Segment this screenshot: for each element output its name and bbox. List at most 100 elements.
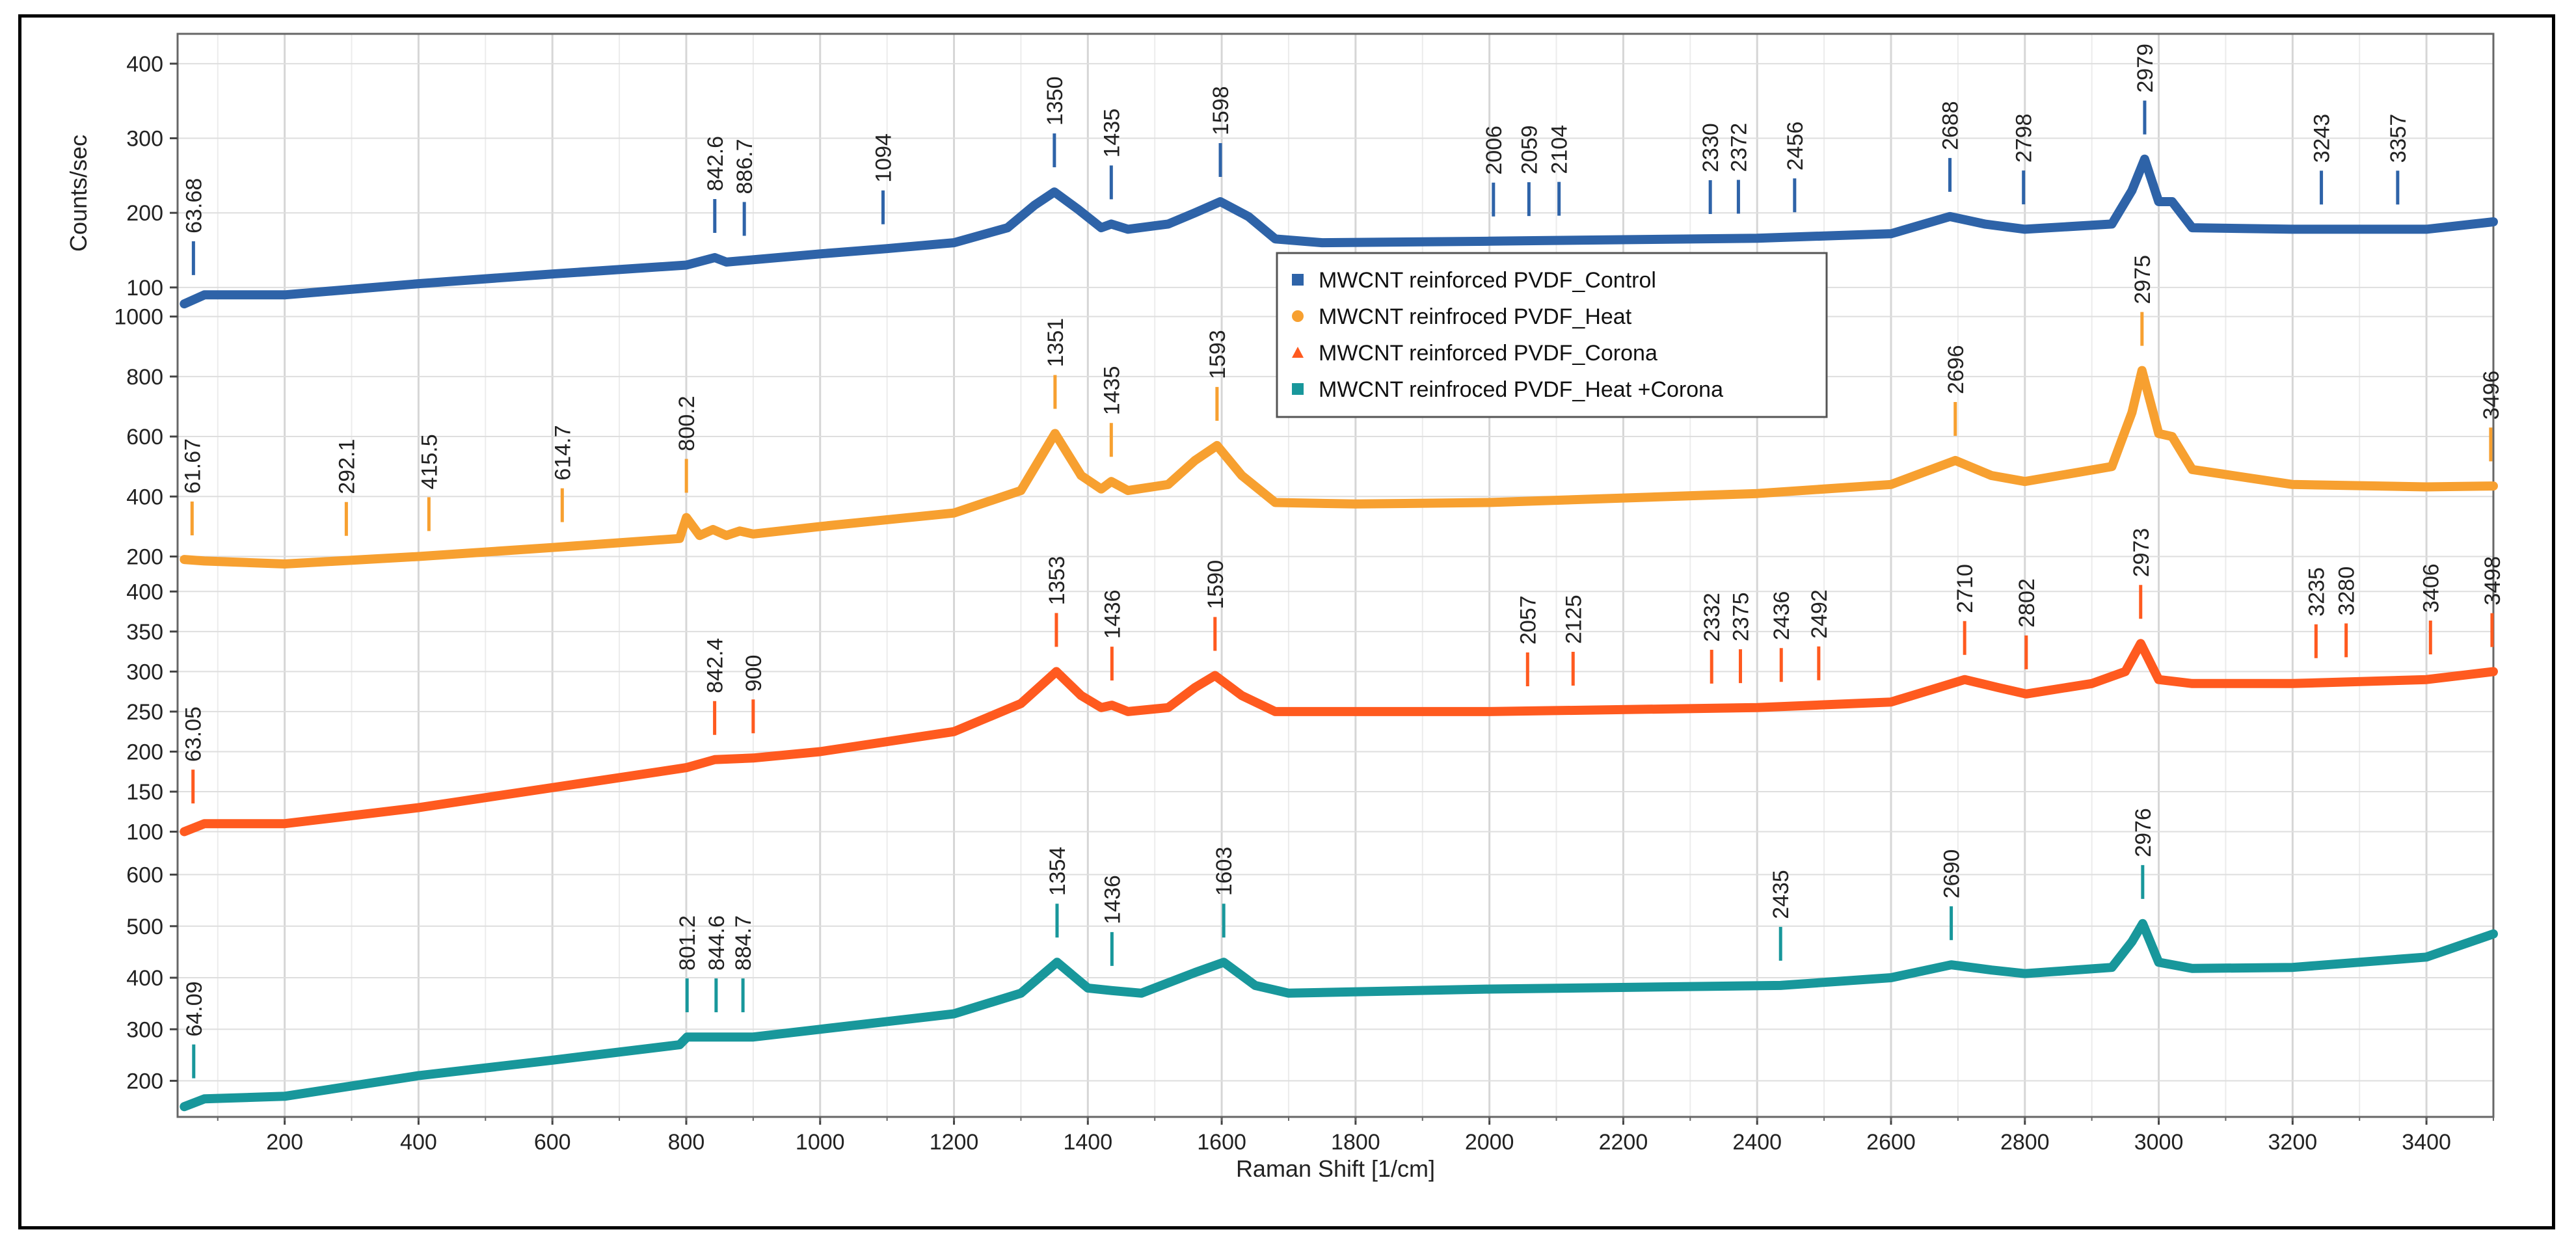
peak-label: 1603 [1212,847,1237,896]
peak-label: 3496 [2479,371,2504,420]
peak-label: 2330 [1698,123,1723,172]
x-tick-label: 1400 [1063,1130,1112,1155]
peak-label: 2057 [1516,595,1540,645]
series-line [180,918,2498,1112]
peak-label: 886.7 [732,139,757,194]
peak-label: 2059 [1517,125,1542,174]
y-tick-label: 150 [126,780,163,805]
peak-label: 2375 [1728,593,1753,642]
peak-label: 1354 [1045,847,1070,896]
x-tick-label: 400 [400,1130,437,1155]
y-tick-label: 600 [126,863,163,888]
series-line [180,366,2498,569]
x-tick-label: 2800 [2000,1130,2050,1155]
peak-label: 3406 [2419,563,2443,613]
peak-label: 2006 [1482,126,1507,175]
x-tick-label: 3000 [2134,1130,2184,1155]
peak-label: 1350 [1043,76,1067,126]
peak-label: 1590 [1203,560,1228,610]
y-tick-label: 300 [126,1017,163,1042]
peak-label: 61.67 [180,438,205,494]
x-tick-label: 1000 [796,1130,845,1155]
peak-label: 1351 [1043,318,1068,368]
peak-label: 2710 [1953,564,1978,613]
legend-label: MWCNT reinfroced PVDF_Heat [1319,304,1632,329]
peak-label: 1436 [1100,589,1125,639]
legend: MWCNT reinforced PVDF_Control MWCNT reinf… [1276,252,1828,418]
series-layer [180,154,2498,1112]
x-tick-label: 600 [534,1130,571,1155]
y-tick-label: 400 [126,580,163,604]
peak-label: 63.68 [181,178,206,234]
y-tick-label: 200 [126,1069,163,1094]
x-tick-label: 1800 [1331,1130,1380,1155]
peak-label: 1593 [1205,330,1230,379]
y-tick-label: 200 [126,201,163,226]
peak-label: 292.1 [334,439,359,494]
peak-label: 1435 [1099,109,1124,158]
x-tick-label: 3400 [2402,1130,2451,1155]
grid-layer [178,34,2494,1117]
peak-label: 801.2 [675,915,700,971]
peak-label: 2696 [1944,345,1968,394]
y-tick-label: 500 [126,915,163,939]
y-tick-label: 400 [126,485,163,509]
peak-label: 2979 [2133,44,2158,93]
chart-frame: 200 400 600 800 1000 1200 1400 1600 1800 2000 2200… [18,14,2555,1229]
peak-label: 2435 [1769,870,1793,919]
peak-label: 2973 [2129,528,2154,578]
peak-label: 2332 [1700,593,1724,642]
y-axis-title: Counts/sec [65,135,92,252]
y-tick-label: 250 [126,700,163,725]
peak-label: 2976 [2131,808,2156,857]
peak-label: 2436 [1769,591,1794,641]
legend-box [1276,252,1828,418]
peak-label: 844.6 [704,915,729,971]
peak-label: 3243 [2310,114,2335,163]
x-tick-label: 1200 [930,1130,979,1155]
peak-label: 415.5 [417,434,442,489]
peak-label: 3280 [2335,567,2359,616]
legend-label: MWCNT reinfroced PVDF_Heat +Corona [1319,377,1723,402]
x-tick-label: 200 [266,1130,303,1155]
legend-label: MWCNT reinforced PVDF_Corona [1319,341,1657,366]
legend-marker [1292,347,1304,358]
y-tick-label: 400 [126,966,163,991]
peak-label: 800.2 [675,396,699,451]
legend-marker [1292,383,1304,395]
peak-label: 64.09 [182,981,207,1036]
y-tick-label: 400 [126,52,163,77]
peak-label: 2690 [1940,850,1965,899]
peak-label: 1598 [1209,86,1233,135]
peak-label: 2688 [1939,101,1963,150]
x-tick-label: 2200 [1599,1130,1648,1155]
x-axis-title: Raman Shift [1/cm] [1236,1155,1435,1182]
raman-spectra-chart: 200 400 600 800 1000 1200 1400 1600 1800 2000 2200… [65,33,2505,1182]
plot-border [176,33,2495,1118]
y-tick-label: 300 [126,127,163,152]
axes-layer: 200 400 600 800 1000 1200 1400 1600 1800 2000 2200… [114,33,2495,1155]
peak-label: 3498 [2480,556,2505,606]
y-tick-label: 200 [126,740,163,764]
y-tick-label: 1000 [114,305,163,330]
peak-label: 2456 [1783,122,1808,171]
x-tick-label: 3200 [2268,1130,2318,1155]
legend-label: MWCNT reinforced PVDF_Control [1319,268,1656,293]
x-tick-label: 1600 [1197,1130,1246,1155]
peak-label: 3357 [2386,114,2411,163]
y-tick-label: 100 [126,820,163,845]
series-line [180,154,2498,309]
y-tick-label: 800 [126,365,163,390]
y-tick-label: 600 [126,425,163,449]
y-tick-label: 350 [126,620,163,645]
peak-label: 884.7 [731,915,756,971]
peak-label: 1094 [871,133,896,183]
peak-label: 2975 [2130,255,2155,304]
peak-label: 614.7 [550,425,575,481]
legend-marker [1292,274,1304,286]
peak-label: 1353 [1045,556,1069,606]
y-tick-label: 300 [126,660,163,684]
peak-label: 900 [742,655,766,692]
series-line [180,639,2498,837]
